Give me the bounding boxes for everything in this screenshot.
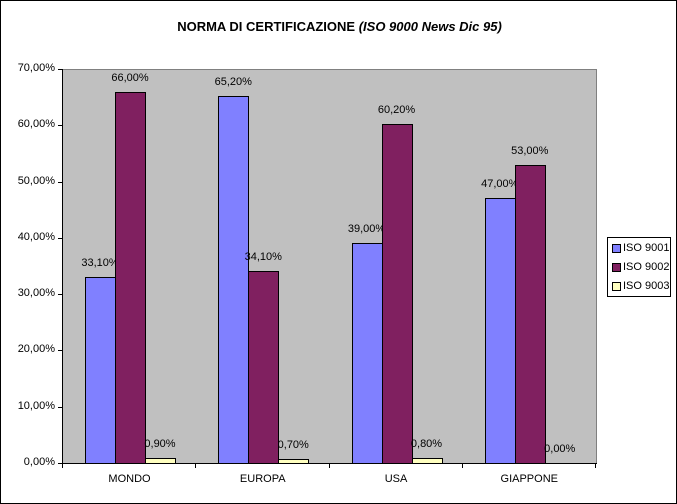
bar-iso-9001	[85, 276, 116, 464]
bar-iso-9002	[248, 271, 280, 464]
data-label: 33,10%	[81, 256, 119, 269]
data-label: 0,00%	[544, 443, 576, 455]
bar-iso-9001	[484, 198, 516, 464]
bar-iso-9001	[351, 243, 383, 464]
legend-label: ISO 9001	[623, 242, 670, 254]
legend: ISO 9001 ISO 9002 ISO 9003	[607, 237, 671, 297]
x-tick	[461, 463, 463, 468]
legend-swatch-icon	[612, 262, 621, 272]
legend-item: ISO 9003	[612, 279, 669, 293]
chart-title-main: NORMA DI CERTIFICAZIONE	[177, 19, 356, 34]
legend-label: ISO 9002	[623, 261, 670, 273]
data-label: 39,00%	[347, 223, 386, 236]
y-tick-label: 50,00%	[17, 174, 55, 187]
y-axis	[62, 69, 63, 464]
y-tick-label: 0,00%	[23, 456, 55, 468]
x-tick-label: USA	[384, 473, 408, 485]
data-label: 34,10%	[244, 251, 282, 264]
x-tick	[195, 463, 197, 468]
data-label: 0,90%	[144, 437, 176, 450]
y-tick	[58, 406, 63, 408]
data-label: 47,00%	[481, 178, 519, 191]
data-label: 60,20%	[377, 104, 416, 117]
bar-iso-9002	[115, 91, 146, 464]
y-tick	[58, 350, 63, 352]
bar-iso-9003	[278, 459, 310, 464]
legend-swatch-icon	[612, 281, 621, 291]
legend-item: ISO 9001	[612, 241, 669, 255]
x-tick-label: GIAPPONE	[500, 473, 558, 485]
x-tick-label: MONDO	[108, 473, 151, 485]
data-label: 0,80%	[410, 438, 443, 451]
data-label: 66,00%	[111, 71, 149, 84]
x-tick	[595, 463, 596, 468]
legend-label: ISO 9003	[623, 280, 670, 292]
y-tick-label: 20,00%	[17, 343, 55, 356]
y-tick	[58, 463, 63, 464]
y-tick	[58, 181, 63, 183]
y-tick	[58, 69, 63, 70]
data-label: 0,70%	[277, 439, 309, 452]
y-tick-label: 70,00%	[17, 62, 55, 74]
x-tick-label: EUROPA	[239, 473, 286, 485]
legend-swatch-icon	[612, 243, 621, 253]
y-tick	[58, 294, 63, 296]
data-label: 65,20%	[214, 76, 252, 89]
y-tick-label: 60,00%	[17, 118, 55, 131]
y-tick-label: 30,00%	[17, 287, 55, 300]
bar-iso-9002	[381, 124, 413, 464]
legend-item: ISO 9002	[612, 260, 669, 274]
x-tick	[62, 463, 63, 468]
bar-iso-9002	[514, 164, 546, 464]
chart-title: NORMA DI CERTIFICAZIONE (ISO 9000 News D…	[1, 19, 676, 34]
y-tick-label: 10,00%	[17, 399, 55, 412]
y-tick-label: 40,00%	[17, 230, 55, 243]
bar-iso-9003	[145, 457, 176, 464]
bar-iso-9001	[218, 96, 250, 464]
x-axis	[62, 463, 597, 464]
y-tick	[58, 125, 63, 127]
chart-title-source: (ISO 9000 News Dic 95)	[358, 19, 502, 34]
x-tick	[328, 463, 330, 468]
bar-iso-9003	[411, 458, 443, 464]
y-tick	[58, 237, 63, 239]
data-label: 53,00%	[511, 144, 549, 157]
